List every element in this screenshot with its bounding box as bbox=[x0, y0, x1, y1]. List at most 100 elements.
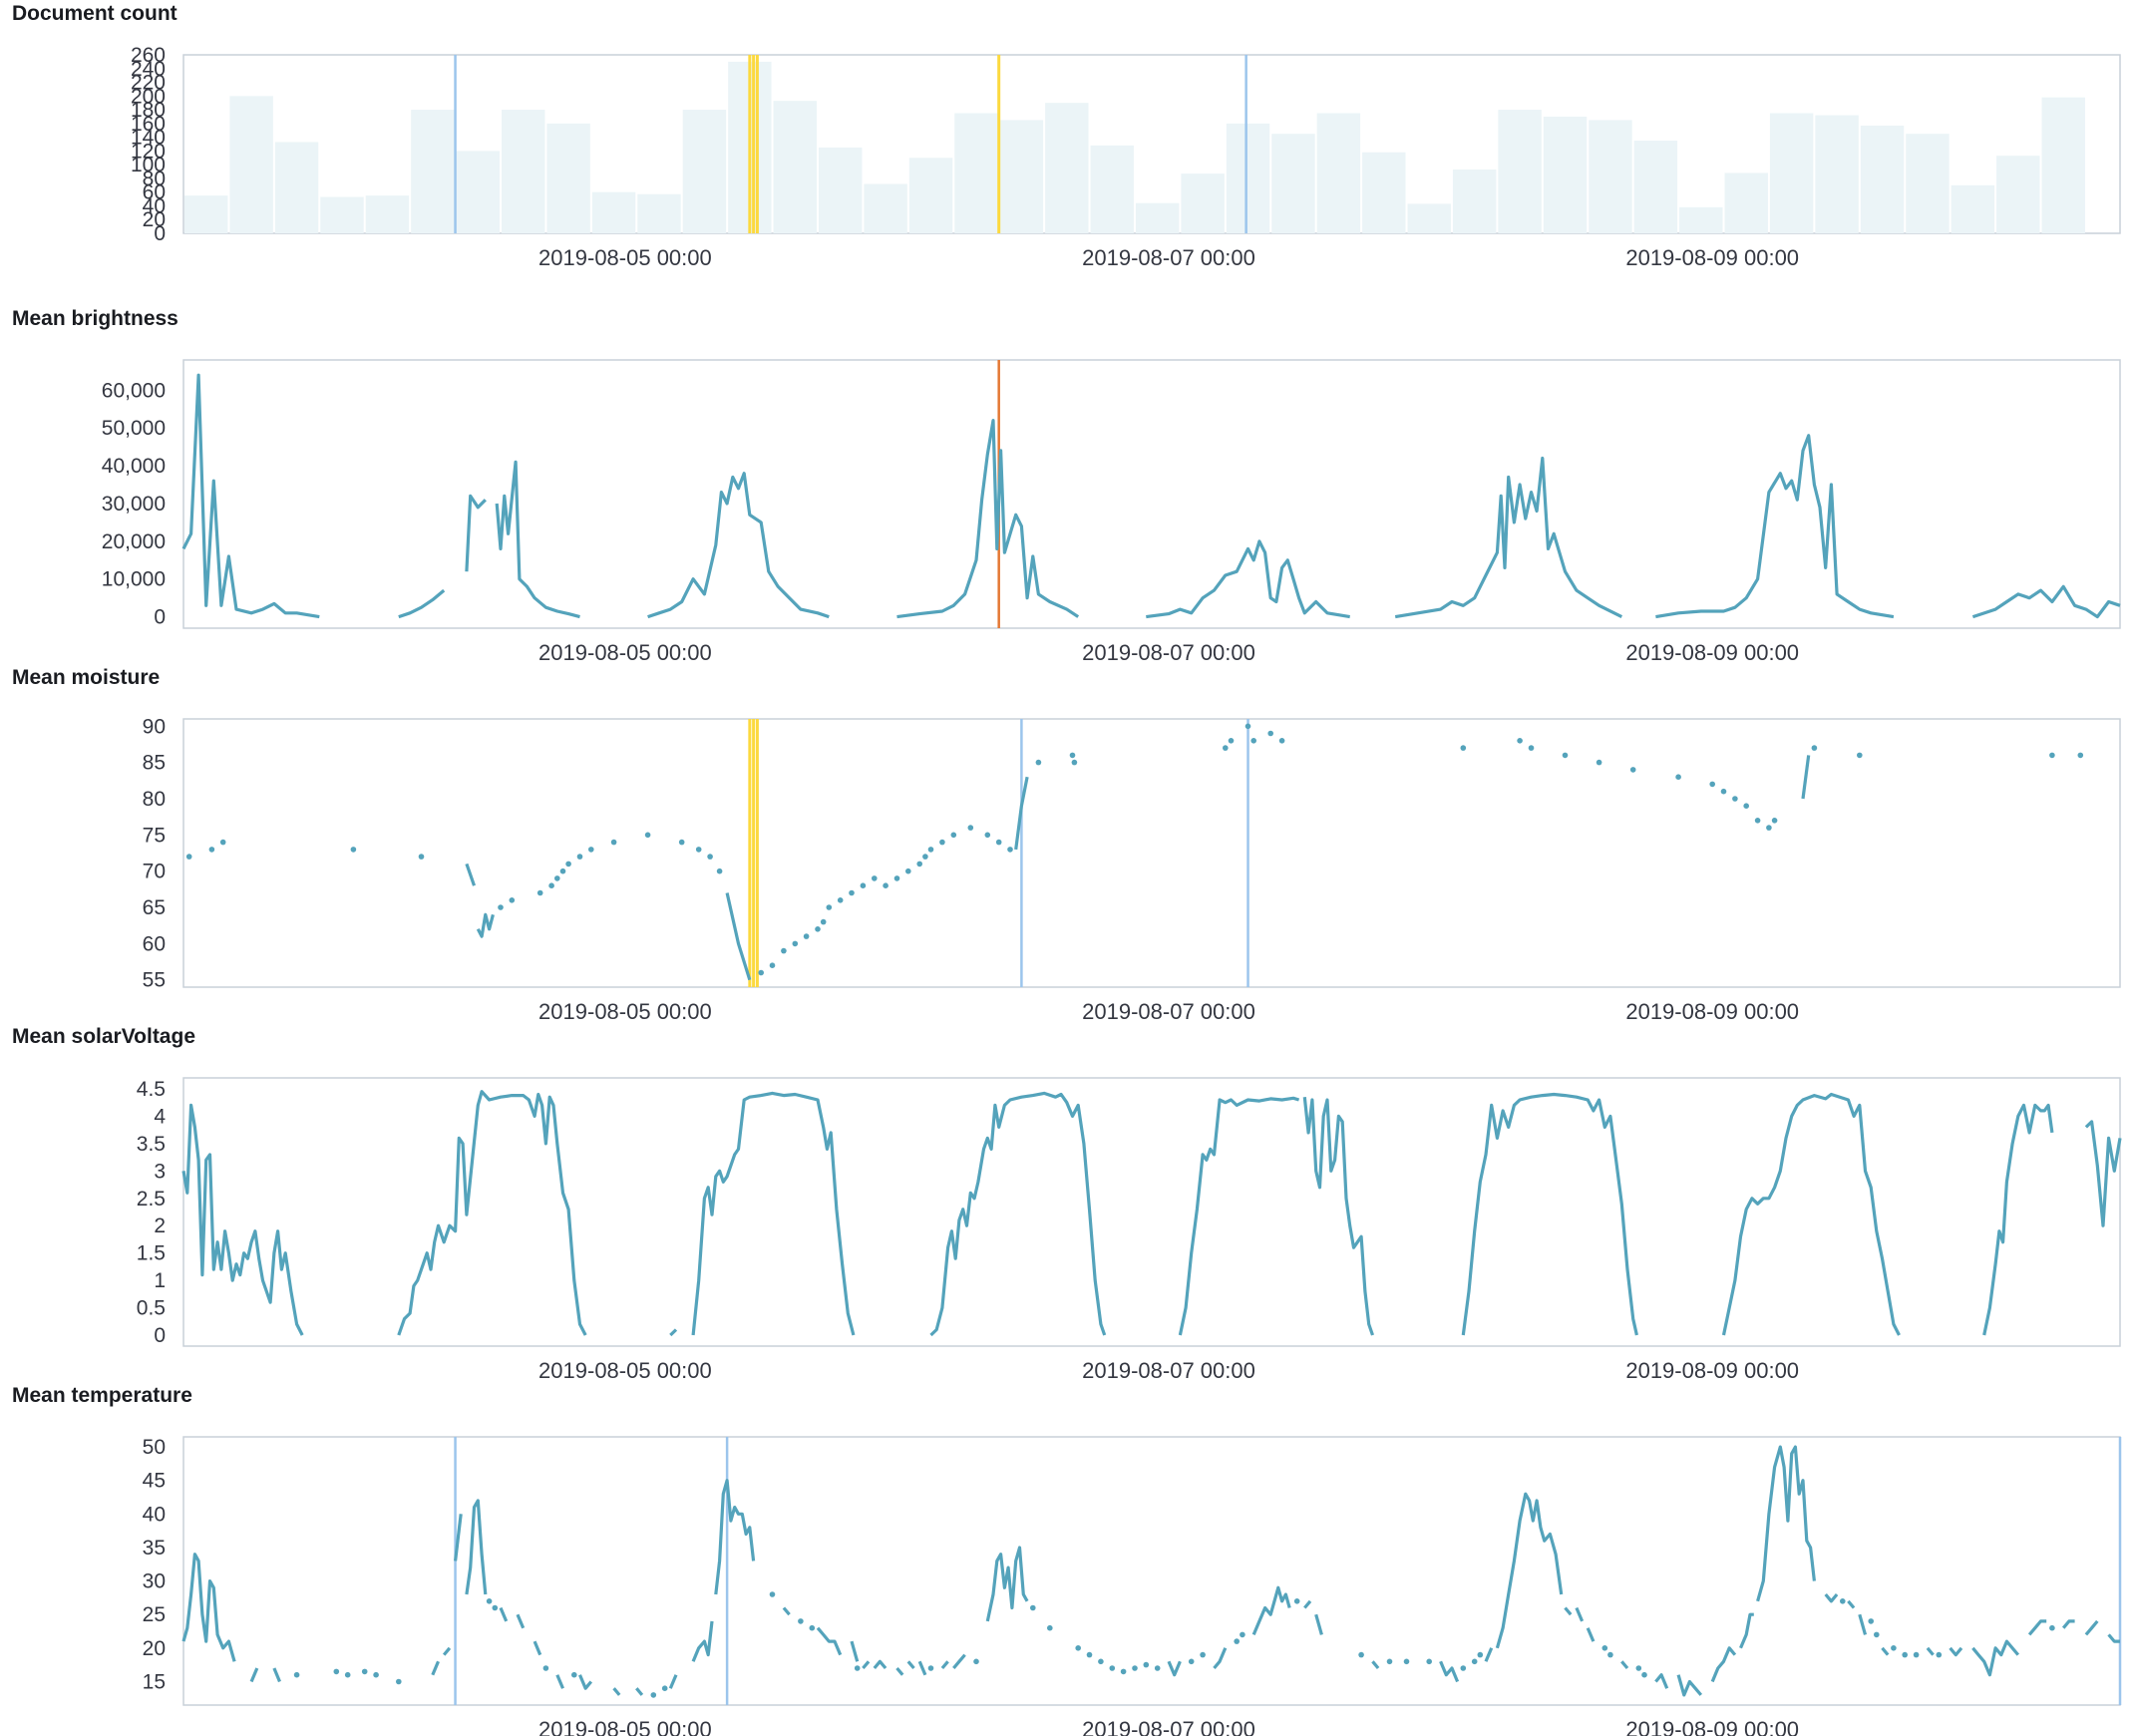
bar[interactable] bbox=[908, 158, 953, 233]
series-line[interactable] bbox=[397, 1090, 587, 1336]
series-line[interactable] bbox=[940, 1660, 949, 1670]
series-line[interactable] bbox=[1858, 1613, 1868, 1635]
data-point[interactable] bbox=[1607, 1651, 1613, 1658]
chart-svg[interactable]: 0 10,000 20,000 30,000 40,000 50,000 60,000 201… bbox=[0, 305, 2132, 665]
data-point[interactable] bbox=[1240, 1631, 1245, 1638]
bar[interactable] bbox=[456, 151, 500, 233]
data-point[interactable] bbox=[185, 854, 192, 860]
series-line[interactable] bbox=[465, 863, 477, 886]
chart-svg[interactable]: 55 60 65 70 75 80 85 90 2019-08-05 00:00 2019-08-… bbox=[0, 664, 2132, 1024]
data-point[interactable] bbox=[1868, 1618, 1874, 1624]
bar[interactable] bbox=[1633, 141, 1678, 233]
data-point[interactable] bbox=[650, 1692, 657, 1698]
series-line[interactable] bbox=[465, 1499, 488, 1595]
bar[interactable] bbox=[1407, 203, 1451, 233]
bar[interactable] bbox=[2041, 97, 2085, 233]
data-point[interactable] bbox=[1223, 745, 1229, 751]
series-line[interactable] bbox=[862, 1660, 871, 1670]
data-point[interactable] bbox=[1234, 1638, 1240, 1644]
series-line[interactable] bbox=[499, 1606, 509, 1622]
data-point[interactable] bbox=[1857, 752, 1863, 759]
data-point[interactable] bbox=[967, 825, 974, 831]
series-line[interactable] bbox=[850, 1640, 860, 1662]
data-point[interactable] bbox=[905, 868, 911, 874]
plot-area[interactable] bbox=[182, 1436, 2121, 1706]
data-point[interactable] bbox=[2077, 752, 2084, 759]
data-point[interactable] bbox=[492, 1604, 499, 1611]
series-line[interactable] bbox=[1303, 1599, 1312, 1609]
plot-area[interactable] bbox=[182, 718, 2121, 988]
series-line[interactable] bbox=[272, 1667, 281, 1683]
data-point[interactable] bbox=[1471, 1658, 1478, 1665]
series-line[interactable] bbox=[1654, 1673, 1669, 1689]
data-point[interactable] bbox=[1601, 1645, 1608, 1651]
data-point[interactable] bbox=[1188, 1658, 1195, 1665]
bar[interactable] bbox=[1090, 145, 1134, 233]
bar[interactable] bbox=[1769, 113, 1814, 233]
series-line[interactable] bbox=[1146, 539, 1350, 619]
data-point[interactable] bbox=[565, 861, 571, 868]
series-line[interactable] bbox=[1014, 776, 1029, 851]
data-point[interactable] bbox=[1460, 745, 1467, 751]
data-point[interactable] bbox=[1596, 759, 1602, 766]
data-point[interactable] bbox=[1069, 752, 1076, 759]
data-point[interactable] bbox=[1517, 738, 1523, 744]
bar[interactable] bbox=[1226, 123, 1270, 233]
series-line[interactable] bbox=[782, 1606, 791, 1616]
data-point[interactable] bbox=[1250, 738, 1256, 744]
data-point[interactable] bbox=[1267, 730, 1273, 737]
series-line[interactable] bbox=[181, 373, 320, 619]
data-point[interactable] bbox=[1030, 1604, 1036, 1611]
series-line[interactable] bbox=[1484, 1647, 1494, 1662]
data-point[interactable] bbox=[837, 897, 844, 903]
series-line[interactable] bbox=[612, 1687, 621, 1696]
data-point[interactable] bbox=[1477, 1651, 1484, 1658]
series-line[interactable] bbox=[1213, 1647, 1228, 1670]
data-point[interactable] bbox=[219, 839, 226, 846]
series-line[interactable] bbox=[2061, 1619, 2075, 1629]
data-point[interactable] bbox=[1675, 774, 1681, 780]
data-point[interactable] bbox=[883, 882, 888, 888]
series-line[interactable] bbox=[952, 1653, 966, 1670]
series-line[interactable] bbox=[1676, 1674, 1703, 1697]
data-point[interactable] bbox=[1743, 803, 1749, 809]
series-line[interactable] bbox=[1655, 434, 1895, 619]
series-line[interactable] bbox=[1721, 1092, 1901, 1336]
data-point[interactable] bbox=[559, 868, 566, 874]
bar[interactable] bbox=[229, 96, 273, 233]
data-point[interactable] bbox=[536, 889, 543, 896]
data-point[interactable] bbox=[1641, 1671, 1647, 1678]
series-line[interactable] bbox=[2107, 1633, 2120, 1643]
bar[interactable] bbox=[1951, 184, 1995, 233]
data-point[interactable] bbox=[1120, 1668, 1127, 1675]
series-line[interactable] bbox=[1620, 1660, 1629, 1670]
data-point[interactable] bbox=[1358, 1651, 1364, 1658]
data-point[interactable] bbox=[950, 832, 957, 839]
data-point[interactable] bbox=[1720, 788, 1727, 795]
series-line[interactable] bbox=[495, 460, 580, 619]
bar[interactable] bbox=[1589, 120, 1632, 233]
series-line[interactable] bbox=[906, 1660, 915, 1670]
series-line[interactable] bbox=[669, 1328, 678, 1337]
series-line[interactable] bbox=[896, 419, 1080, 619]
data-point[interactable] bbox=[1629, 767, 1636, 773]
data-point[interactable] bbox=[916, 861, 922, 868]
bar[interactable] bbox=[501, 110, 545, 233]
data-point[interactable] bbox=[509, 897, 516, 903]
series-line[interactable] bbox=[2027, 1619, 2047, 1636]
bar[interactable] bbox=[1135, 202, 1180, 233]
bar[interactable] bbox=[1996, 156, 2040, 233]
data-point[interactable] bbox=[1132, 1665, 1138, 1671]
series-line[interactable] bbox=[431, 1660, 440, 1676]
data-point[interactable] bbox=[927, 847, 934, 853]
data-point[interactable] bbox=[1244, 723, 1251, 730]
data-point[interactable] bbox=[1771, 818, 1778, 824]
data-point[interactable] bbox=[1047, 1624, 1053, 1631]
data-point[interactable] bbox=[1228, 738, 1235, 744]
data-point[interactable] bbox=[781, 947, 787, 954]
data-point[interactable] bbox=[1109, 1665, 1116, 1671]
bar[interactable] bbox=[1271, 134, 1315, 233]
series-line[interactable] bbox=[985, 1546, 1029, 1622]
data-point[interactable] bbox=[872, 875, 878, 881]
data-point[interactable] bbox=[644, 832, 651, 839]
